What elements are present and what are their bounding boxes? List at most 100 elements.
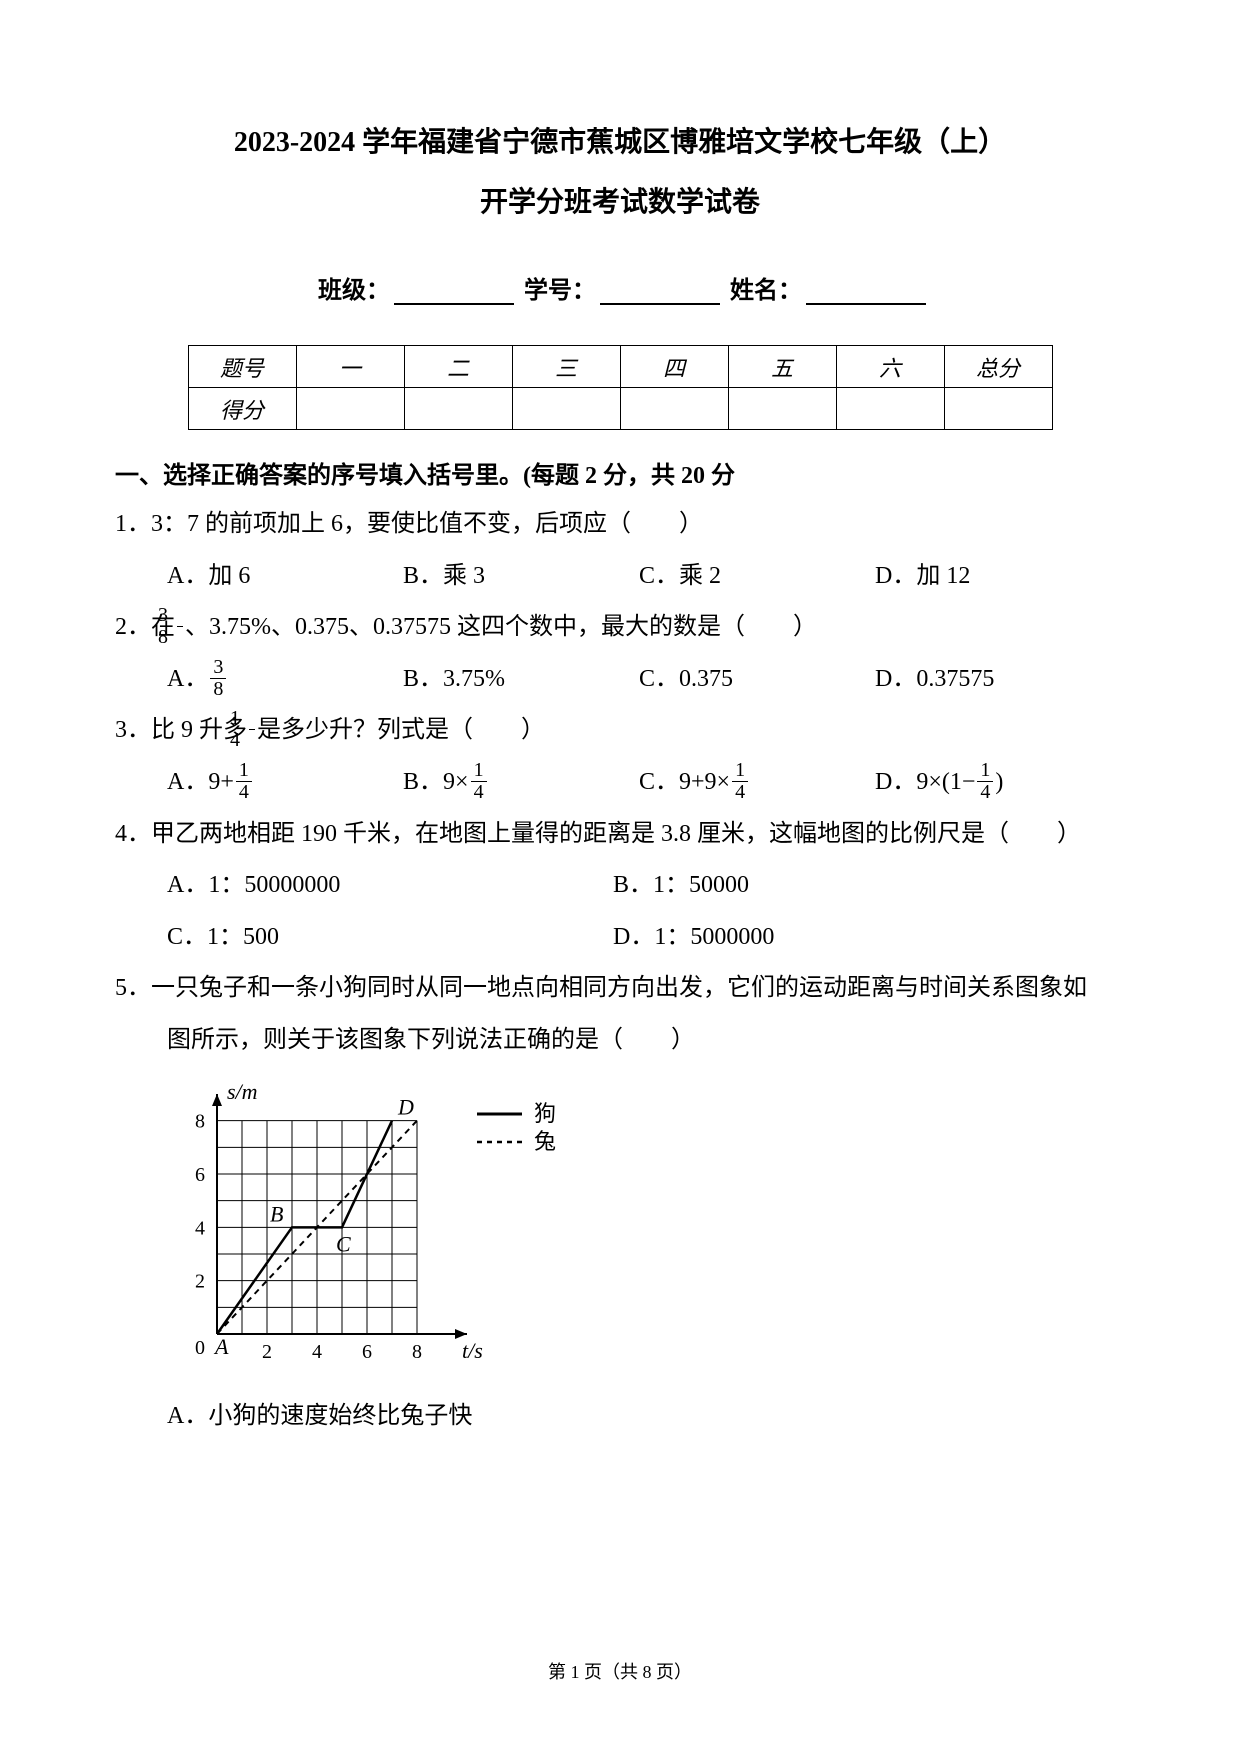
q3-D: D．9×(1−14) xyxy=(875,760,1105,806)
frac: 14 xyxy=(732,760,748,803)
section-1-heading: 一、选择正确答案的序号填入括号里。(每题 2 分，共 20 分 xyxy=(115,455,1125,490)
score-table: 题号 一 二 三 四 五 六 总分 得分 xyxy=(188,345,1053,430)
name-label: 姓名： xyxy=(730,278,802,304)
svg-text:狗: 狗 xyxy=(534,1101,556,1126)
q3-A: A．9+14 xyxy=(167,760,397,806)
cell xyxy=(836,388,944,430)
q1-B: B．乘 3 xyxy=(403,554,633,600)
frac-3-8b: 38 xyxy=(210,657,226,700)
exam-title-1: 2023-2024 学年福建省宁德市蕉城区博雅培文学校七年级（上） xyxy=(115,120,1125,160)
q1-options: A．加 6 B．乘 3 C．乘 2 D．加 12 xyxy=(115,554,1125,600)
cell xyxy=(296,388,404,430)
svg-text:2: 2 xyxy=(262,1341,272,1363)
svg-text:6: 6 xyxy=(195,1164,205,1186)
q4-options-2: C．1：500 D．1：5000000 xyxy=(115,915,1125,961)
frac: 14 xyxy=(471,760,487,803)
svg-text:C: C xyxy=(336,1231,351,1256)
q1-A: A．加 6 xyxy=(167,554,397,600)
table-row: 题号 一 二 三 四 五 六 总分 xyxy=(188,346,1052,388)
num: 1 xyxy=(471,760,487,782)
frac: 14 xyxy=(236,760,252,803)
svg-text:8: 8 xyxy=(412,1341,422,1363)
pre: C． xyxy=(639,769,679,795)
question-3: 3．比 9 升多14是多少升？列式是（ ） xyxy=(115,708,1125,754)
num: 3 xyxy=(210,657,226,679)
num: 3 xyxy=(177,605,183,627)
class-blank xyxy=(394,281,514,305)
den: 8 xyxy=(210,679,226,700)
svg-text:4: 4 xyxy=(195,1217,205,1239)
expr: 9×(1− xyxy=(916,769,975,795)
pre: A． xyxy=(167,769,208,795)
num: 1 xyxy=(236,760,252,782)
question-4: 4．甲乙两地相距 190 千米，在地图上量得的距离是 3.8 厘米，这幅地图的比… xyxy=(115,812,1125,858)
question-5-line2: 图所示，则关于该图象下列说法正确的是（ ） xyxy=(115,1018,1125,1064)
question-2: 2．在38、3.75%、0.375、0.37575 这四个数中，最大的数是（ ） xyxy=(115,605,1125,651)
pre: B． xyxy=(403,769,443,795)
q4-A: A．1：50000000 xyxy=(167,863,607,909)
q4-options-1: A．1：50000000 B．1：50000 xyxy=(115,863,1125,909)
svg-text:A: A xyxy=(213,1334,229,1359)
th-0: 题号 xyxy=(188,346,296,388)
den: 4 xyxy=(471,782,487,803)
den: 4 xyxy=(249,730,255,751)
pre: D． xyxy=(875,769,916,795)
q4-C: C．1：500 xyxy=(167,915,607,961)
q1-D: D．加 12 xyxy=(875,554,1105,600)
question-1: 1．3：7 的前项加上 6，要使比值不变，后项应（ ） xyxy=(115,502,1125,548)
q2-D: D．0.37575 xyxy=(875,657,1105,703)
q4-B: B．1：50000 xyxy=(613,863,1053,909)
q3-options: A．9+14 B．9×14 C．9+9×14 D．9×(1−14) xyxy=(115,760,1125,806)
frac-1-4: 14 xyxy=(249,708,255,751)
id-blank xyxy=(600,281,720,305)
svg-text:2: 2 xyxy=(195,1270,205,1292)
th-5: 五 xyxy=(728,346,836,388)
class-label: 班级： xyxy=(318,278,390,304)
svg-text:B: B xyxy=(270,1201,283,1226)
q2-B: B．3.75% xyxy=(403,657,633,703)
q2-C: C．0.375 xyxy=(639,657,869,703)
cell xyxy=(620,388,728,430)
expr: 9+ xyxy=(208,769,234,795)
svg-text:D: D xyxy=(397,1094,414,1119)
th-6: 六 xyxy=(836,346,944,388)
frac: 14 xyxy=(977,760,993,803)
q2-A-pre: A． xyxy=(167,666,208,692)
svg-text:6: 6 xyxy=(362,1341,372,1363)
expr: 9+9× xyxy=(679,769,730,795)
num: 1 xyxy=(249,708,255,730)
chart-svg: 246824680s/mt/sABCD狗兔 xyxy=(167,1074,587,1384)
th-7: 总分 xyxy=(944,346,1052,388)
svg-text:0: 0 xyxy=(195,1337,205,1359)
expr: 9× xyxy=(443,769,469,795)
exam-title-2: 开学分班考试数学试卷 xyxy=(115,180,1125,220)
svg-text:4: 4 xyxy=(312,1341,322,1363)
q3-post: 是多少升？列式是（ ） xyxy=(257,717,545,743)
q5-A: A．小狗的速度始终比兔子快 xyxy=(167,1394,472,1440)
den: 4 xyxy=(977,782,993,803)
q4-D: D．1：5000000 xyxy=(613,915,1053,961)
q5-options: A．小狗的速度始终比兔子快 xyxy=(115,1394,1125,1440)
table-row: 得分 xyxy=(188,388,1052,430)
post: ) xyxy=(995,769,1003,795)
distance-time-chart: 246824680s/mt/sABCD狗兔 xyxy=(167,1074,587,1384)
row-label: 得分 xyxy=(188,388,296,430)
page-footer: 第 1 页（共 8 页） xyxy=(115,1658,1125,1684)
id-label: 学号： xyxy=(524,278,596,304)
q2-mid: 、3.75%、0.375、0.37575 这四个数中，最大的数是（ ） xyxy=(185,614,817,640)
th-3: 三 xyxy=(512,346,620,388)
name-blank xyxy=(806,281,926,305)
th-2: 二 xyxy=(404,346,512,388)
svg-text:t/s: t/s xyxy=(462,1338,483,1363)
q3-C: C．9+9×14 xyxy=(639,760,869,806)
cell xyxy=(728,388,836,430)
num: 1 xyxy=(732,760,748,782)
q1-C: C．乘 2 xyxy=(639,554,869,600)
cell xyxy=(512,388,620,430)
cell xyxy=(944,388,1052,430)
th-4: 四 xyxy=(620,346,728,388)
den: 4 xyxy=(732,782,748,803)
cell xyxy=(404,388,512,430)
q3-pre: 3．比 9 升多 xyxy=(115,717,247,743)
q2-A: A．38 xyxy=(167,657,397,703)
